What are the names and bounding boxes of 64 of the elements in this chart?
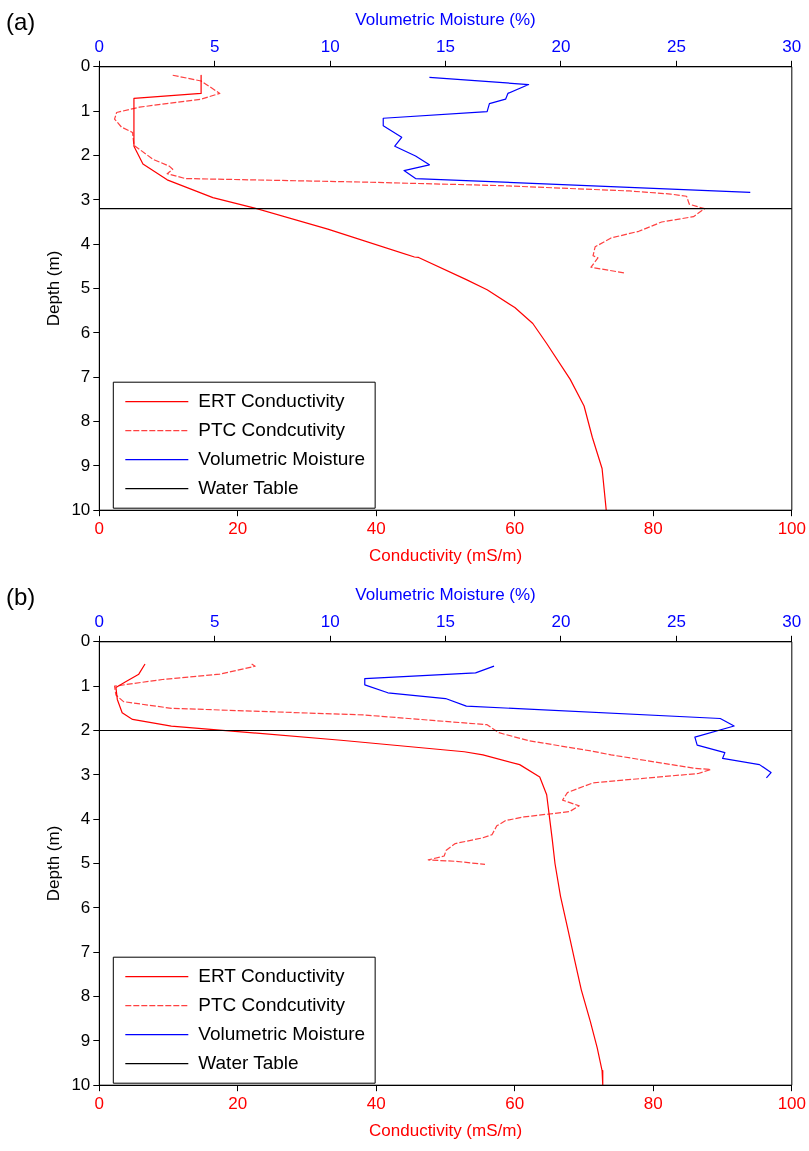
y-tick-label: 0 — [80, 631, 91, 651]
legend-label: ERT Conductivity — [198, 964, 345, 986]
y-tick-label: 7 — [80, 366, 91, 386]
x-tick-label: 40 — [366, 1094, 386, 1114]
y-tick-label: 1 — [80, 100, 91, 120]
x2-axis-title: Volumetric Moisture (%) — [355, 9, 536, 29]
y-tick-label: 0 — [80, 56, 91, 76]
x2-tick-label: 30 — [782, 37, 802, 57]
legend-label: PTC Condcutivity — [198, 418, 346, 440]
x2-tick-label: 25 — [666, 37, 686, 57]
x2-tick-label: 30 — [782, 612, 802, 632]
x2-tick-label: 5 — [209, 612, 220, 632]
chart-title: (a) — [6, 8, 36, 36]
legend-label: ERT Conductivity — [198, 389, 345, 411]
x2-tick-label: 10 — [320, 612, 340, 632]
x2-tick-label: 0 — [94, 37, 105, 57]
x2-tick-label: 20 — [551, 612, 571, 632]
x2-tick-label: 15 — [436, 612, 456, 632]
x-tick-label: 100 — [777, 1094, 807, 1114]
y-tick-label: 5 — [80, 278, 91, 298]
y-tick-label: 8 — [80, 411, 91, 431]
x-tick-label: 40 — [366, 519, 386, 539]
x-tick-label: 60 — [505, 1094, 525, 1114]
x2-tick-label: 0 — [94, 612, 105, 632]
y-tick-label: 6 — [80, 322, 91, 342]
y-tick-label: 5 — [80, 853, 91, 873]
y-tick-label: 8 — [80, 986, 91, 1006]
chart-title: (b) — [6, 583, 36, 611]
y-tick-label: 9 — [80, 455, 91, 475]
y-tick-label: 9 — [80, 1030, 91, 1050]
x2-tick-label: 20 — [551, 37, 571, 57]
y-tick-label: 2 — [80, 720, 91, 740]
y-axis-title: Depth (m) — [43, 250, 63, 327]
x-tick-label: 100 — [777, 519, 807, 539]
x2-tick-label: 15 — [436, 37, 456, 57]
legend-label: PTC Condcutivity — [198, 993, 346, 1015]
x-tick-label: 0 — [94, 519, 105, 539]
y-tick-label: 4 — [80, 233, 91, 253]
y-tick-label: 3 — [80, 189, 91, 209]
legend-label: Volumetric Moisture — [198, 447, 366, 469]
legend-label: Water Table — [198, 1051, 299, 1073]
x-tick-label: 0 — [94, 1094, 105, 1114]
y-tick-label: 10 — [71, 499, 91, 519]
x-axis-title: Conductivity (mS/m) — [369, 1121, 523, 1141]
x-axis-title: Conductivity (mS/m) — [369, 546, 523, 566]
y-tick-label: 6 — [80, 897, 91, 917]
x2-tick-label: 25 — [666, 612, 686, 632]
x-tick-label: 60 — [505, 519, 525, 539]
x-tick-label: 80 — [643, 519, 663, 539]
y-tick-label: 7 — [80, 941, 91, 961]
y-tick-label: 3 — [80, 764, 91, 784]
y-tick-label: 1 — [80, 675, 91, 695]
x2-tick-label: 10 — [320, 37, 340, 57]
x2-axis-title: Volumetric Moisture (%) — [355, 584, 536, 604]
x2-tick-label: 5 — [209, 37, 220, 57]
y-tick-label: 4 — [80, 808, 91, 828]
y-axis-title: Depth (m) — [43, 825, 63, 902]
y-tick-label: 10 — [71, 1074, 91, 1094]
legend-label: Water Table — [198, 476, 299, 498]
x-tick-label: 20 — [228, 519, 248, 539]
legend-label: Volumetric Moisture — [198, 1022, 366, 1044]
x-tick-label: 80 — [643, 1094, 663, 1114]
y-tick-label: 2 — [80, 145, 91, 165]
x-tick-label: 20 — [228, 1094, 248, 1114]
